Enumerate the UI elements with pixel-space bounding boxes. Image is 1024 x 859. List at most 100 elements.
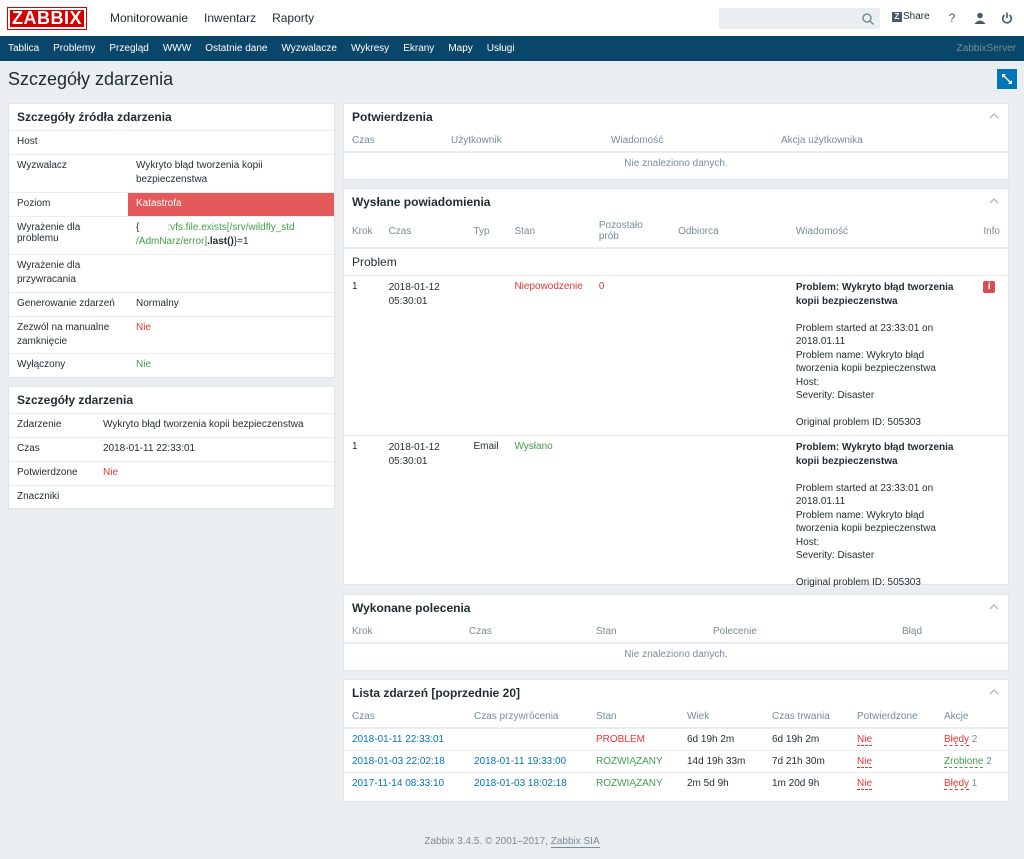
commands-panel: Wykonane polecenia Krok Czas Stan Polece… xyxy=(343,594,1009,671)
event-generation-value: Normalny xyxy=(136,298,179,309)
col-actions: Akcje xyxy=(936,706,1008,729)
submenu-overview[interactable]: Przegląd xyxy=(109,43,149,54)
submenu-problems[interactable]: Problemy xyxy=(46,36,103,61)
share-label: Share xyxy=(903,11,930,22)
table-row: 1 2018-01-12 05:30:01 Email Wysłano Probl… xyxy=(344,436,1008,596)
col-recovery-time: Czas przywrócenia xyxy=(466,706,588,729)
message-subject: Problem: Wykryto błąd tworzenia kopii be… xyxy=(795,442,954,467)
severity-label: Poziom xyxy=(17,198,51,209)
message-line: Host: xyxy=(795,376,820,388)
expr-item-link[interactable]: :vfs.file.exists[/srv/wildfly_std /AdmNa… xyxy=(136,222,295,247)
recipient-cell xyxy=(670,436,788,596)
trigger-label: Wyzwalacz xyxy=(17,160,67,171)
table-row: 2018-01-03 22:02:18 2018-01-11 19:33:00 … xyxy=(344,750,1008,773)
col-recipient: Odbiorca xyxy=(670,215,788,249)
event-generation-label: Generowanie zdarzeń xyxy=(17,298,115,309)
type-cell xyxy=(465,275,507,436)
panel-title: Wykonane polecenia xyxy=(352,601,471,615)
status-cell: Niepowodzenie xyxy=(506,275,591,436)
submenu-dashboard[interactable]: Tablica xyxy=(8,43,40,54)
user-profile-icon[interactable] xyxy=(972,10,988,26)
event-time-link[interactable]: 2018-01-11 22:33:01 xyxy=(352,734,445,745)
server-name: ZabbixServer xyxy=(956,43,1016,54)
col-type: Typ xyxy=(465,215,507,249)
actions-link[interactable]: Błędy xyxy=(944,734,970,746)
footer-link[interactable]: Zabbix SIA xyxy=(550,836,600,848)
collapse-icon[interactable] xyxy=(989,688,999,696)
search-input[interactable] xyxy=(719,8,880,29)
submenu-maps[interactable]: Mapy xyxy=(448,43,473,54)
sign-out-icon[interactable] xyxy=(999,10,1015,26)
time-cell: 2018-01-12 05:30:01 xyxy=(381,436,466,596)
message-cell: Problem: Wykryto błąd tworzenia kopii be… xyxy=(787,275,976,436)
footer-text: Zabbix 3.4.5. © 2001–2017, xyxy=(424,836,551,847)
submenu-latest-data[interactable]: Ostatnie dane xyxy=(205,43,268,54)
actions-link[interactable]: Zrobione xyxy=(944,756,984,768)
info-cell xyxy=(975,436,1008,596)
recovery-time-link[interactable]: 2018-01-03 18:02:18 xyxy=(474,778,567,789)
status-cell: Wysłano xyxy=(514,441,553,452)
clock-text: 05:30:01 xyxy=(388,296,428,307)
recovery-time-link[interactable]: 2018-01-11 19:33:00 xyxy=(474,756,567,767)
recipient-cell xyxy=(670,275,788,436)
actions-link[interactable]: Błędy xyxy=(944,778,970,790)
event-time-link[interactable]: 2018-01-03 22:02:18 xyxy=(352,756,445,767)
event-source-panel: Szczegóły źródła zdarzenia Host Wyzwalac… xyxy=(8,103,335,378)
table-row: 1 2018-01-12 05:30:01 Niepowodzenie 0 Pro… xyxy=(344,275,1008,436)
message-subject: Problem: Wykryto błąd tworzenia kopii be… xyxy=(795,282,954,307)
acknowledgements-table: Czas Użytkownik Wiadomość Akcja użytkown… xyxy=(344,130,1008,174)
collapse-icon[interactable] xyxy=(989,112,999,120)
top-header: ZABBIX Monitorowanie Inwentarz Raporty Z… xyxy=(0,0,1024,36)
zabbix-logo[interactable]: ZABBIX xyxy=(7,6,87,30)
clock-text: 05:30:01 xyxy=(388,456,428,467)
message-line: Original problem ID: 505303 xyxy=(795,577,921,588)
message-cell: Problem: Wykryto błąd tworzenia kopii be… xyxy=(788,436,975,596)
message-line: Problem started at 23:33:01 on 2018.01.1… xyxy=(795,482,934,508)
col-step: Krok xyxy=(344,621,461,644)
age-cell: 6d 19h 2m xyxy=(679,728,764,751)
col-message: Wiadomość xyxy=(787,215,976,249)
submenu-services[interactable]: Usługi xyxy=(486,43,515,54)
ack-link[interactable]: Nie xyxy=(857,778,873,790)
collapse-icon[interactable] xyxy=(989,197,999,205)
ack-link[interactable]: Nie xyxy=(857,756,873,768)
message-line: Host: xyxy=(795,536,820,548)
message-line: Severity: Disaster xyxy=(795,550,875,561)
time-label: Czas xyxy=(17,443,40,454)
menu-monitoring[interactable]: Monitorowanie xyxy=(110,11,189,25)
fullscreen-button[interactable] xyxy=(997,69,1017,89)
menu-reports[interactable]: Raporty xyxy=(272,11,315,25)
acknowledgements-panel: Potwierdzenia Czas Użytkownik Wiadomość … xyxy=(343,103,1009,180)
event-details-panel: Szczegóły zdarzenia Zdarzenie Wykryto bł… xyxy=(8,386,335,509)
help-icon[interactable]: ? xyxy=(948,11,956,25)
collapse-icon[interactable] xyxy=(989,603,999,611)
ack-link[interactable]: Nie xyxy=(857,734,873,746)
no-data-message: Nie znaleziono danych. xyxy=(624,158,728,169)
manual-close-value: Nie xyxy=(136,322,152,333)
actions-count: 2 xyxy=(986,756,992,767)
expr-rest: }=1 xyxy=(233,236,249,247)
notifications-panel: Wysłane powiadomienia Krok Czas Typ Stan… xyxy=(343,188,1009,588)
submenu-screens[interactable]: Ekrany xyxy=(403,43,435,54)
event-time-link[interactable]: 2017-11-14 08:33:10 xyxy=(352,778,445,789)
search-icon[interactable] xyxy=(861,12,875,26)
sub-menu: Tablica Problemy Przegląd WWW Ostatnie d… xyxy=(0,36,1024,61)
event-list-panel: Lista zdarzeń [poprzednie 20] Czas Czas … xyxy=(343,679,1009,802)
trigger-value: Wykryto błąd tworzenia kopii bezpieczens… xyxy=(136,160,263,185)
submenu-web[interactable]: WWW xyxy=(162,43,192,54)
col-error: Błąd xyxy=(894,621,1008,644)
error-info-icon[interactable]: i xyxy=(983,281,996,293)
col-command: Polecenie xyxy=(705,621,894,644)
host-label: Host xyxy=(17,136,38,147)
problem-expression-label: Wyrażenie dla problemu xyxy=(17,222,81,244)
col-status: Stan xyxy=(588,706,679,729)
col-user: Użytkownik xyxy=(443,130,603,153)
fullscreen-icon xyxy=(1002,74,1012,84)
submenu-graphs[interactable]: Wykresy xyxy=(350,43,390,54)
tags-value xyxy=(95,486,334,509)
share-button[interactable]: Z Share xyxy=(892,11,930,22)
commands-table: Krok Czas Stan Polecenie Błąd Nie znalez… xyxy=(344,621,1008,665)
table-row: 2018-01-11 22:33:01 PROBLEM 6d 19h 2m 6d… xyxy=(344,728,1008,751)
menu-inventory[interactable]: Inwentarz xyxy=(204,11,257,25)
submenu-triggers[interactable]: Wyzwalacze xyxy=(281,43,337,54)
